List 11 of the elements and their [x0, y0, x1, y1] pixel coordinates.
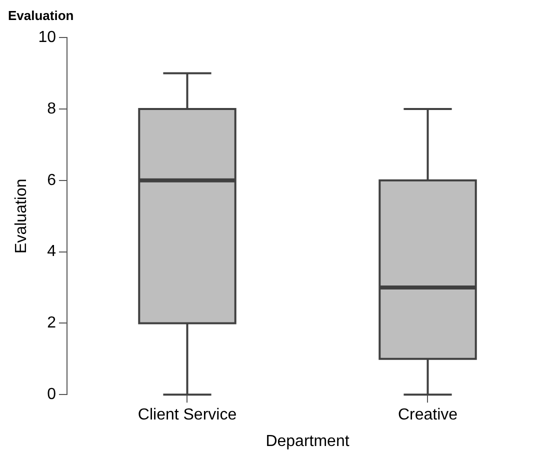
y-tick-label: 4: [47, 243, 56, 260]
chart-title: Evaluation: [8, 8, 75, 23]
y-tick-label: 2: [47, 314, 56, 332]
y-tick-label: 8: [47, 100, 56, 118]
y-tick-label: 0: [47, 386, 56, 404]
y-axis-title: Evaluation: [13, 178, 30, 254]
x-tick-label: Creative: [398, 406, 458, 424]
x-axis-title: Department: [266, 432, 350, 450]
y-tick-label: 6: [47, 172, 56, 189]
x-tick-label: Client Service: [138, 406, 237, 424]
y-tick-label: 10: [38, 29, 56, 46]
